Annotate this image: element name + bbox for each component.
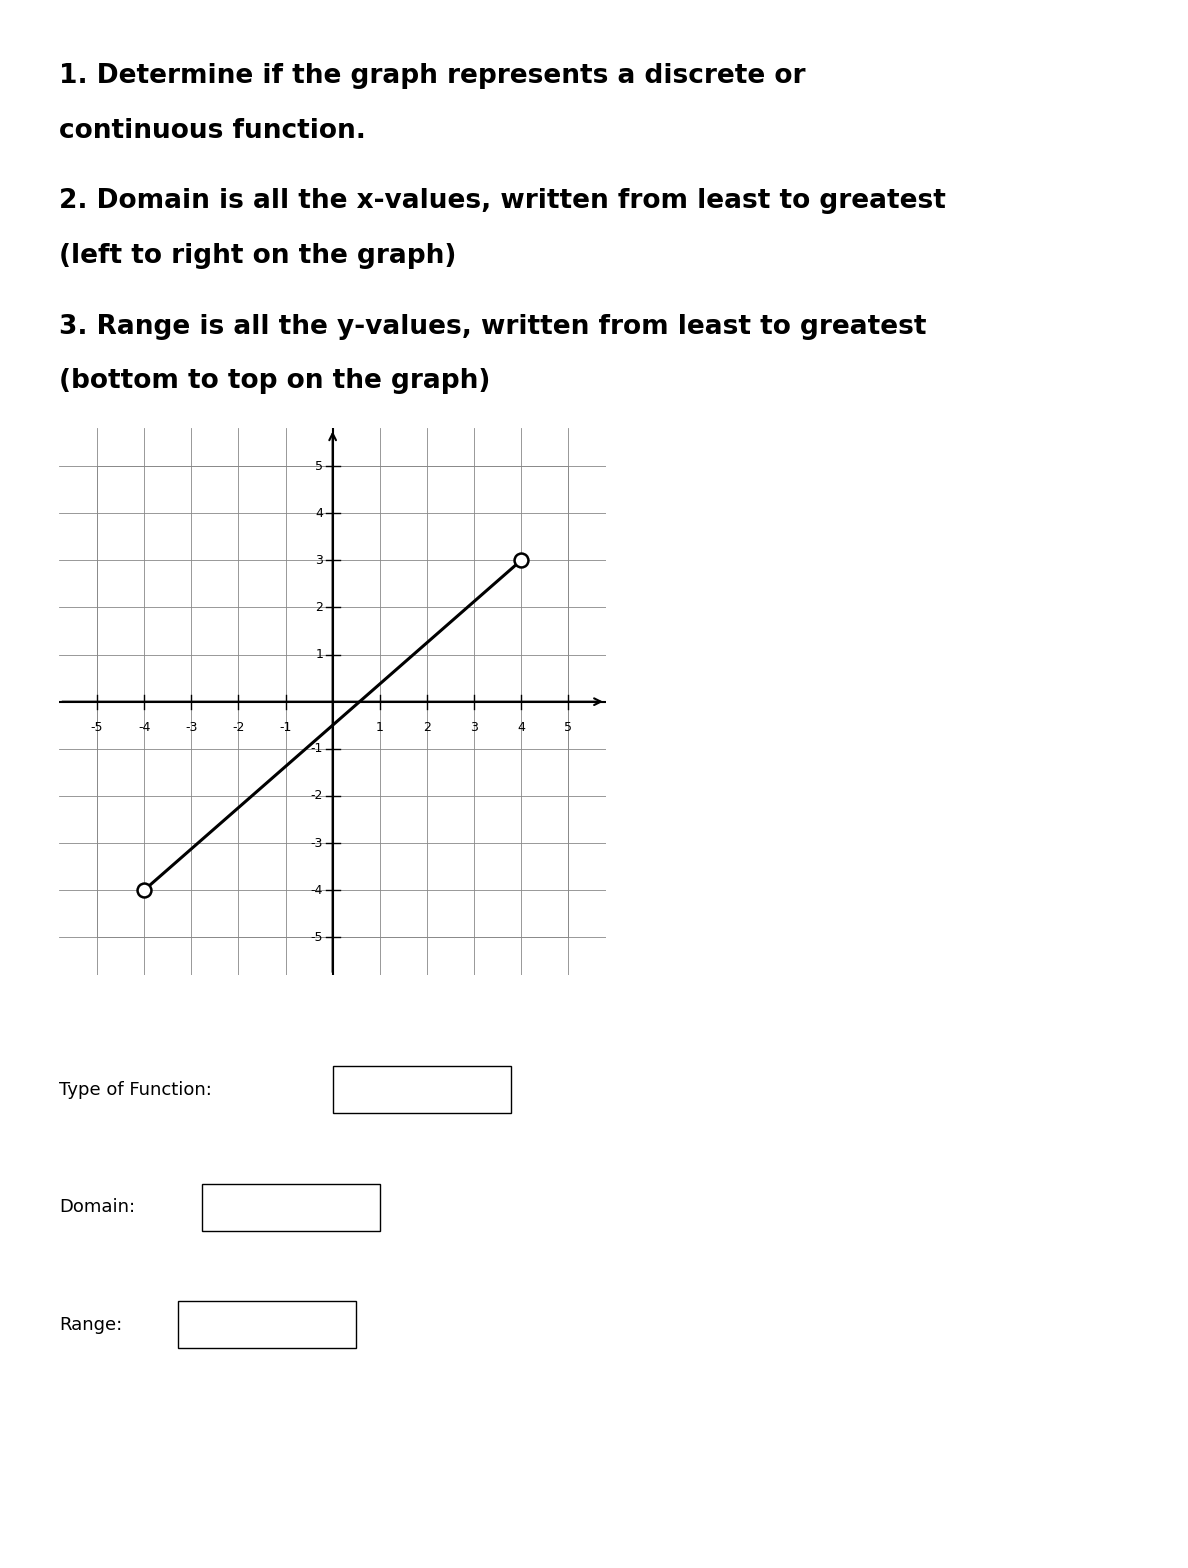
Text: 2. Domain is all the x-values, written from least to greatest: 2. Domain is all the x-values, written f… [59,188,947,215]
Text: -5: -5 [90,721,103,734]
Text: ⬡: ⬡ [361,1203,371,1212]
Text: Type of Function:: Type of Function: [59,1080,213,1099]
Text: -3: -3 [311,836,323,850]
Text: -2: -2 [232,721,245,734]
Text: continuous function.: continuous function. [59,118,366,144]
Text: -1: -1 [311,742,323,756]
Text: 3. Range is all the y-values, written from least to greatest: 3. Range is all the y-values, written fr… [59,314,927,340]
Text: Domain:: Domain: [59,1198,135,1217]
Text: 1. Determine if the graph represents a discrete or: 1. Determine if the graph represents a d… [59,63,805,89]
Text: ⬡: ⬡ [337,1320,347,1330]
Text: -5: -5 [311,931,323,944]
Text: 1: 1 [315,648,323,662]
Text: 3: 3 [315,554,323,568]
Text: Range:: Range: [59,1316,122,1334]
Text: 5: 5 [315,459,323,472]
Text: 3: 3 [470,721,478,734]
Text: -4: -4 [311,884,323,897]
Text: (bottom to top on the graph): (bottom to top on the graph) [59,368,491,395]
Text: 4: 4 [517,721,525,734]
Text: 5: 5 [564,721,573,734]
Point [512,547,531,572]
Text: 1: 1 [375,721,384,734]
Text: 2: 2 [315,601,323,615]
Point [134,878,153,903]
Text: -1: -1 [279,721,292,734]
Text: 4: 4 [315,506,323,519]
Text: 2: 2 [423,721,431,734]
Text: ⬡: ⬡ [492,1085,501,1094]
Text: -2: -2 [311,789,323,803]
Text: -4: -4 [138,721,151,734]
Text: (left to right on the graph): (left to right on the graph) [59,243,456,270]
Text: -3: -3 [185,721,197,734]
